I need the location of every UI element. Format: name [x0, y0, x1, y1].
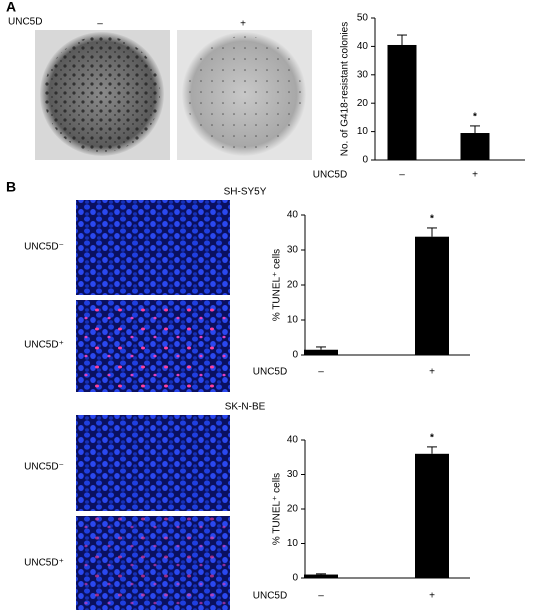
significance-mark: * — [430, 433, 434, 444]
x-tick-label: + — [429, 367, 435, 378]
x-axis-label: UNC5D — [253, 367, 287, 378]
y-axis-label: No. of G418-resistant colonies — [340, 22, 351, 157]
cell-line: SK-N-BE — [225, 402, 266, 413]
y-tick-label: 40 — [357, 41, 369, 52]
significance-mark: * — [473, 112, 477, 123]
bar — [304, 574, 338, 578]
x-axis-label: UNC5D — [253, 591, 287, 602]
bar — [304, 349, 338, 355]
y-tick-label: 20 — [287, 504, 299, 515]
colonies — [44, 36, 160, 152]
fluorescence-image — [76, 200, 230, 295]
panel-label: B — [6, 179, 16, 195]
y-tick-label: 0 — [292, 573, 298, 584]
tunel-stain — [76, 516, 230, 610]
tunel-stain — [76, 300, 230, 392]
image-label: + — [240, 19, 246, 30]
y-tick-label: 50 — [357, 13, 369, 24]
cell-line: SH-SY5Y — [224, 187, 267, 198]
image-label: UNC5D⁺ — [24, 558, 64, 569]
y-tick-label: 40 — [287, 435, 299, 446]
fluorescence-image — [76, 415, 230, 511]
y-tick-label: 30 — [357, 69, 369, 80]
y-tick-label: 10 — [357, 126, 369, 137]
significance-mark: * — [430, 214, 434, 225]
y-tick-label: 30 — [287, 245, 299, 256]
y-tick-label: 10 — [287, 538, 299, 549]
y-tick-label: 40 — [287, 210, 299, 221]
y-tick-label: 0 — [362, 155, 368, 166]
y-axis-label: % TUNEL⁺ cells — [272, 249, 283, 321]
image-label: – — [97, 19, 103, 30]
y-tick-label: 20 — [287, 280, 299, 291]
y-tick-label: 30 — [287, 469, 299, 480]
panel-label: A — [6, 0, 16, 15]
image-label: UNC5D⁻ — [24, 462, 64, 473]
x-axis-label: UNC5D — [313, 170, 347, 181]
x-tick-label: – — [318, 591, 324, 602]
y-tick-label: 10 — [287, 315, 299, 326]
condition-label: UNC5D — [8, 17, 42, 28]
bar — [387, 44, 417, 161]
image-label: UNC5D⁻ — [24, 242, 64, 253]
y-tick-label: 20 — [357, 98, 369, 109]
y-tick-label: 0 — [292, 350, 298, 361]
image-label: UNC5D⁺ — [24, 340, 64, 351]
colonies — [186, 36, 302, 152]
x-tick-label: – — [399, 170, 405, 181]
x-tick-label: + — [472, 170, 478, 181]
bar — [415, 236, 449, 355]
bar — [415, 453, 449, 578]
x-tick-label: + — [429, 591, 435, 602]
x-tick-label: – — [318, 367, 324, 378]
y-axis-label: % TUNEL⁺ cells — [272, 473, 283, 545]
bar — [460, 133, 490, 160]
